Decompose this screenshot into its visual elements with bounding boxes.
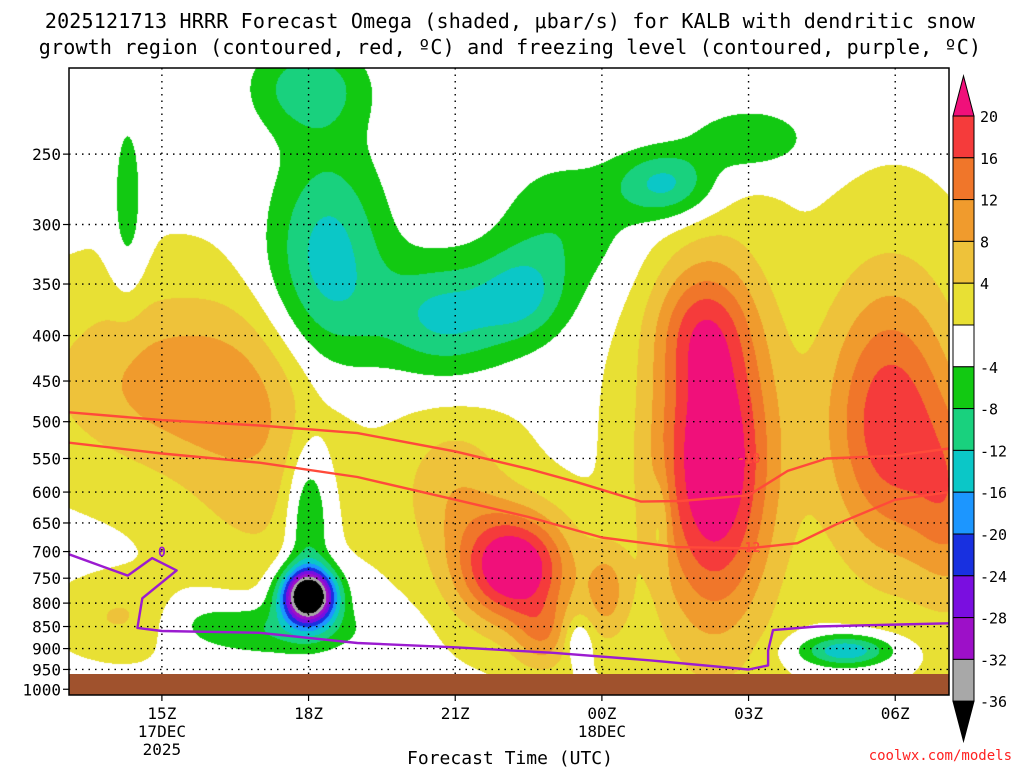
- ground-surface: [69, 674, 949, 695]
- y-tick-label-250: 250: [32, 145, 61, 164]
- colorbar-swatch-5: [952, 282, 975, 326]
- colorbar-swatch-14: [952, 658, 975, 702]
- isotherm-line-0: [69, 411, 949, 503]
- x-tick-date-00Z: 18DEC: [578, 722, 626, 741]
- colorbar-label--12: -12: [980, 442, 1007, 460]
- isotherm-label-1: -12: [737, 541, 760, 556]
- colorbar-swatch-2: [952, 157, 975, 201]
- credit-text: coolwx.com/models: [869, 748, 1012, 764]
- colorbar-arrow-bottom: [952, 700, 975, 744]
- x-tick-label-18Z: 18Z: [294, 704, 323, 723]
- colorbar-swatch-4: [952, 240, 975, 284]
- y-tick-label-300: 300: [32, 216, 61, 235]
- y-tick-label-450: 450: [32, 372, 61, 391]
- colorbar-swatch-12: [952, 575, 975, 619]
- isotherm-line-2: [69, 553, 949, 671]
- colorbar-label-8: 8: [980, 233, 989, 251]
- y-tick-label-350: 350: [32, 275, 61, 294]
- colorbar-label--24: -24: [980, 568, 1007, 586]
- isotherm-label-0: -18: [737, 452, 761, 467]
- colorbar-label--16: -16: [980, 484, 1007, 502]
- y-tick-label-400: 400: [32, 327, 61, 346]
- isotherm-label-2: 0: [158, 546, 166, 561]
- x-tick-label-21Z: 21Z: [441, 704, 470, 723]
- colorbar-label--28: -28: [980, 610, 1007, 628]
- x-tick-label-06Z: 06Z: [881, 704, 910, 723]
- colorbar-label--4: -4: [980, 359, 998, 377]
- y-tick-label-950: 950: [32, 660, 61, 679]
- chart-title-line2: growth region (contoured, red, ºC) and f…: [39, 35, 982, 59]
- colorbar-swatch-9: [952, 449, 975, 493]
- x-tick-label-03Z: 03Z: [734, 704, 763, 723]
- temperature-contours: -18 -12 0: [69, 411, 949, 671]
- plot-area: -18 -12 0: [69, 68, 949, 695]
- y-tick-label-550: 550: [32, 449, 61, 468]
- colorbar-swatch-10: [952, 491, 975, 535]
- x-tick-label-15Z: 15Z: [147, 704, 176, 723]
- colorbar: 20 16 12 8 4 -4 -8 -12 -16 -20 -24 -28 -32 -36: [952, 74, 1007, 744]
- omega-shaded-field: [69, 68, 949, 695]
- colorbar-swatch-7: [952, 366, 975, 410]
- y-tick-label-500: 500: [32, 413, 61, 432]
- pressure-gridlines: [69, 68, 949, 695]
- x-tick-year-15Z: 2025: [143, 740, 182, 759]
- y-tick-label-700: 700: [32, 543, 61, 562]
- colorbar-swatch-11: [952, 533, 975, 577]
- y-tick-label-850: 850: [32, 618, 61, 637]
- isotherm-line-1: [69, 441, 949, 550]
- colorbar-arrow-top: [952, 74, 975, 117]
- colorbar-label--8: -8: [980, 401, 998, 419]
- y-tick-label-650: 650: [32, 514, 61, 533]
- colorbar-label-12: 12: [980, 192, 998, 210]
- colorbar-swatch-3: [952, 199, 975, 242]
- y-tick-label-900: 900: [32, 640, 61, 659]
- colorbar-label--32: -32: [980, 651, 1007, 669]
- x-tick-date-15Z: 17DEC: [138, 722, 186, 741]
- y-tick-label-1000: 1000: [22, 680, 61, 699]
- colorbar-swatch-1: [952, 115, 975, 159]
- colorbar-label--36: -36: [980, 693, 1007, 711]
- colorbar-label-4: 4: [980, 275, 989, 293]
- y-tick-label-750: 750: [32, 569, 61, 588]
- colorbar-swatch-6: [952, 324, 975, 368]
- colorbar-swatch-8: [952, 408, 975, 451]
- colorbar-label--20: -20: [980, 526, 1007, 544]
- colorbar-swatch-13: [952, 617, 975, 660]
- colorbar-label-16: 16: [980, 150, 998, 168]
- y-tick-label-800: 800: [32, 594, 61, 613]
- x-tick-label-00Z: 00Z: [587, 704, 616, 723]
- y-tick-label-600: 600: [32, 483, 61, 502]
- pressure-axis: 250 300 350 400 450 500 550 600 650 700 750 800 850 9…: [22, 145, 69, 699]
- chart-title-line1: 2025121713 HRRR Forecast Omega (shaded, …: [45, 9, 976, 33]
- x-axis-label: Forecast Time (UTC): [407, 748, 613, 768]
- colorbar-label-20: 20: [980, 108, 998, 126]
